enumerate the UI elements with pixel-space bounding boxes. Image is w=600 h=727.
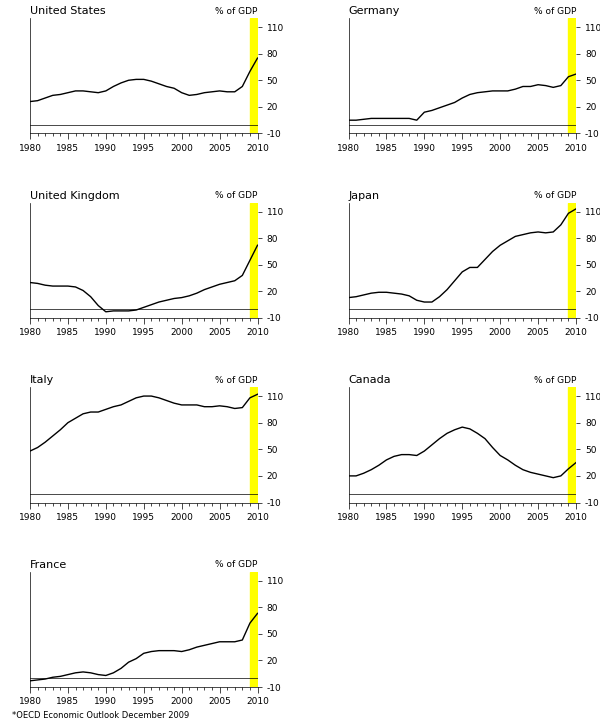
Text: % of GDP: % of GDP <box>533 376 576 385</box>
Text: Germany: Germany <box>349 6 400 16</box>
Bar <box>568 387 584 502</box>
Text: Canada: Canada <box>349 375 391 385</box>
Text: Japan: Japan <box>349 190 380 201</box>
Text: United Kingdom: United Kingdom <box>30 190 119 201</box>
Text: % of GDP: % of GDP <box>215 561 257 569</box>
Text: Italy: Italy <box>30 375 54 385</box>
Text: % of GDP: % of GDP <box>533 7 576 16</box>
Text: France: France <box>30 560 67 569</box>
Text: % of GDP: % of GDP <box>215 191 257 201</box>
Text: *OECD Economic Outlook December 2009: *OECD Economic Outlook December 2009 <box>12 711 189 720</box>
Bar <box>568 18 584 134</box>
Text: % of GDP: % of GDP <box>215 376 257 385</box>
Text: % of GDP: % of GDP <box>533 191 576 201</box>
Bar <box>568 203 584 318</box>
Text: % of GDP: % of GDP <box>215 7 257 16</box>
Bar <box>250 18 265 134</box>
Text: United States: United States <box>30 6 106 16</box>
Bar <box>250 571 265 687</box>
Bar <box>250 203 265 318</box>
Bar <box>250 387 265 502</box>
